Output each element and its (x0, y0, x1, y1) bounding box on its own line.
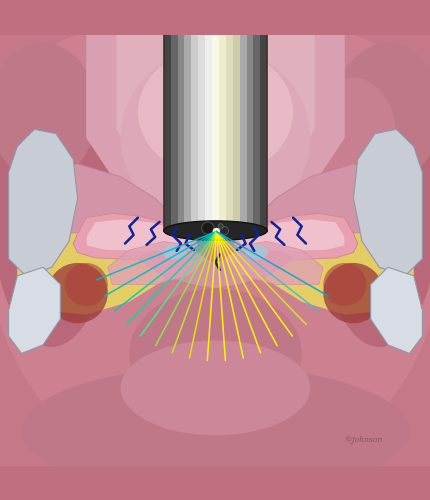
Polygon shape (17, 190, 172, 314)
Polygon shape (258, 190, 413, 314)
Polygon shape (370, 267, 421, 354)
Bar (163, 26, 170, 231)
Ellipse shape (322, 263, 383, 324)
Ellipse shape (163, 244, 186, 260)
Ellipse shape (333, 43, 430, 181)
Bar (184, 26, 191, 231)
Bar (170, 26, 177, 231)
Bar (191, 26, 198, 231)
Ellipse shape (318, 67, 430, 347)
Ellipse shape (120, 48, 310, 228)
Ellipse shape (0, 13, 430, 487)
Polygon shape (232, 214, 357, 260)
Circle shape (218, 224, 223, 229)
Bar (218, 26, 225, 231)
Circle shape (219, 226, 228, 235)
Polygon shape (108, 242, 206, 284)
Circle shape (201, 222, 213, 234)
Polygon shape (224, 242, 322, 284)
Polygon shape (249, 164, 413, 263)
Polygon shape (17, 164, 181, 263)
Ellipse shape (120, 340, 310, 436)
Ellipse shape (0, 67, 112, 347)
Ellipse shape (22, 366, 408, 496)
Ellipse shape (322, 263, 366, 306)
Polygon shape (73, 214, 198, 260)
Bar (246, 26, 253, 231)
Ellipse shape (0, 43, 97, 181)
Ellipse shape (163, 221, 267, 240)
Text: ©Johnson: ©Johnson (344, 436, 382, 444)
Polygon shape (138, 250, 292, 289)
Polygon shape (237, 219, 344, 252)
Ellipse shape (244, 244, 267, 260)
Bar (239, 26, 246, 231)
Ellipse shape (129, 289, 301, 418)
Ellipse shape (138, 48, 292, 176)
Polygon shape (176, 26, 254, 209)
Circle shape (212, 228, 219, 235)
Ellipse shape (64, 263, 108, 306)
Bar (177, 26, 184, 231)
Polygon shape (86, 26, 344, 228)
Bar (232, 26, 239, 231)
Ellipse shape (43, 18, 387, 104)
Polygon shape (86, 219, 194, 252)
Bar (260, 26, 267, 231)
Polygon shape (353, 130, 421, 276)
Ellipse shape (47, 263, 108, 324)
Bar (212, 26, 218, 231)
Polygon shape (9, 130, 77, 276)
Bar (163, 26, 267, 231)
Bar (225, 26, 232, 231)
Polygon shape (9, 267, 60, 354)
Bar (205, 26, 212, 231)
Polygon shape (0, 34, 430, 466)
Bar (253, 26, 260, 231)
Polygon shape (116, 26, 314, 220)
Ellipse shape (310, 78, 396, 198)
Bar (198, 26, 205, 231)
